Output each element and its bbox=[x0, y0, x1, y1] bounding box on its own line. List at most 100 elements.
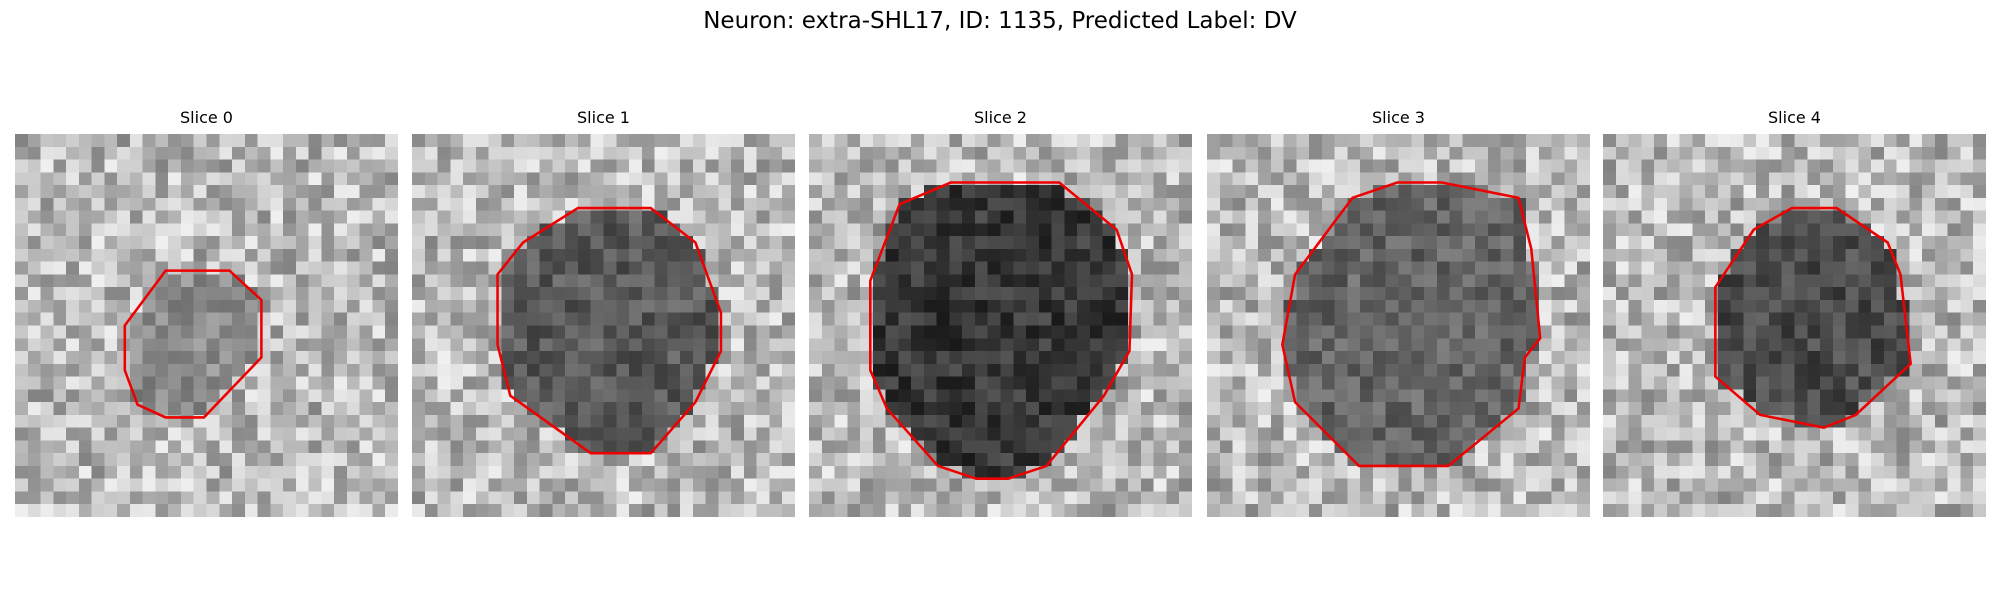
pixel bbox=[539, 236, 553, 249]
pixel bbox=[974, 402, 988, 415]
pixel bbox=[680, 185, 693, 198]
pixel bbox=[475, 261, 489, 275]
pixel bbox=[962, 261, 975, 275]
pixel bbox=[346, 325, 360, 339]
pixel bbox=[437, 287, 451, 300]
pixel bbox=[450, 299, 464, 313]
pixel bbox=[1153, 236, 1167, 249]
pixel bbox=[987, 223, 1001, 237]
pixel bbox=[1245, 287, 1259, 300]
pixel bbox=[1179, 172, 1192, 186]
pixel bbox=[1717, 210, 1731, 224]
pixel bbox=[1449, 465, 1463, 479]
pixel bbox=[359, 363, 373, 377]
pixel bbox=[193, 172, 207, 186]
pixel bbox=[1038, 299, 1052, 313]
pixel bbox=[1871, 134, 1884, 147]
slice-image bbox=[1207, 134, 1590, 517]
pixel bbox=[1564, 504, 1578, 517]
pixel bbox=[1947, 402, 1961, 415]
pixel bbox=[718, 414, 732, 428]
pixel bbox=[1960, 261, 1974, 275]
pixel bbox=[295, 197, 309, 211]
pixel bbox=[949, 402, 963, 415]
pixel bbox=[1513, 236, 1527, 249]
pixel bbox=[911, 172, 924, 186]
pixel bbox=[232, 402, 245, 415]
pixel bbox=[1858, 134, 1872, 147]
pixel bbox=[1398, 299, 1412, 313]
pixel bbox=[743, 376, 757, 390]
pixel bbox=[1296, 146, 1310, 160]
pixel bbox=[206, 159, 220, 173]
pixel bbox=[1845, 248, 1859, 262]
pixel bbox=[654, 363, 668, 377]
pixel bbox=[1666, 325, 1680, 339]
pixel bbox=[923, 427, 937, 441]
pixel bbox=[860, 261, 873, 275]
pixel bbox=[1487, 504, 1501, 517]
pixel bbox=[321, 210, 335, 224]
pixel bbox=[1743, 427, 1757, 441]
pixel bbox=[1153, 414, 1167, 428]
pixel bbox=[577, 223, 591, 237]
pixel bbox=[1922, 287, 1935, 300]
pixel bbox=[104, 414, 118, 428]
pixel bbox=[1000, 223, 1014, 237]
pixel bbox=[53, 338, 67, 352]
pixel bbox=[1768, 197, 1782, 211]
pixel bbox=[526, 465, 540, 479]
pixel bbox=[1692, 299, 1706, 313]
pixel bbox=[1436, 465, 1450, 479]
pixel bbox=[1513, 351, 1527, 364]
pixel bbox=[1128, 363, 1141, 377]
pixel bbox=[321, 146, 335, 160]
pixel bbox=[782, 210, 795, 224]
pixel bbox=[898, 504, 912, 517]
pixel bbox=[1166, 287, 1180, 300]
pixel bbox=[1038, 261, 1052, 275]
pixel bbox=[1360, 351, 1373, 364]
pixel bbox=[629, 376, 642, 390]
pixel bbox=[782, 159, 795, 173]
pixel bbox=[1487, 440, 1501, 454]
pixel bbox=[155, 274, 169, 288]
pixel bbox=[1679, 261, 1693, 275]
pixel bbox=[936, 376, 950, 390]
pixel bbox=[692, 197, 706, 211]
pixel bbox=[168, 491, 181, 505]
pixel bbox=[1102, 261, 1116, 275]
pixel bbox=[117, 402, 130, 415]
pixel bbox=[1654, 146, 1667, 160]
pixel bbox=[1153, 261, 1167, 275]
pixel bbox=[257, 134, 271, 147]
pixel bbox=[450, 376, 464, 390]
pixel bbox=[1166, 325, 1180, 339]
pixel bbox=[1871, 299, 1884, 313]
pixel bbox=[321, 491, 335, 505]
pixel bbox=[565, 287, 578, 300]
pixel bbox=[180, 465, 194, 479]
pixel bbox=[680, 504, 693, 517]
pixel bbox=[104, 261, 118, 275]
pixel bbox=[359, 159, 373, 173]
pixel bbox=[78, 197, 92, 211]
pixel bbox=[283, 363, 296, 377]
pixel bbox=[1064, 402, 1078, 415]
pixel bbox=[1207, 389, 1220, 403]
pixel bbox=[1973, 376, 1986, 390]
pixel bbox=[1270, 312, 1284, 326]
pixel bbox=[743, 504, 757, 517]
pixel bbox=[1411, 248, 1425, 262]
pixel bbox=[27, 376, 41, 390]
pixel bbox=[834, 325, 848, 339]
pixel bbox=[1436, 351, 1450, 364]
pixel bbox=[552, 210, 566, 224]
pixel bbox=[1153, 389, 1167, 403]
pixel bbox=[898, 402, 912, 415]
pixel bbox=[616, 376, 630, 390]
pixel bbox=[782, 389, 795, 403]
pixel bbox=[821, 236, 835, 249]
pixel bbox=[923, 146, 937, 160]
pixel bbox=[1179, 223, 1192, 237]
